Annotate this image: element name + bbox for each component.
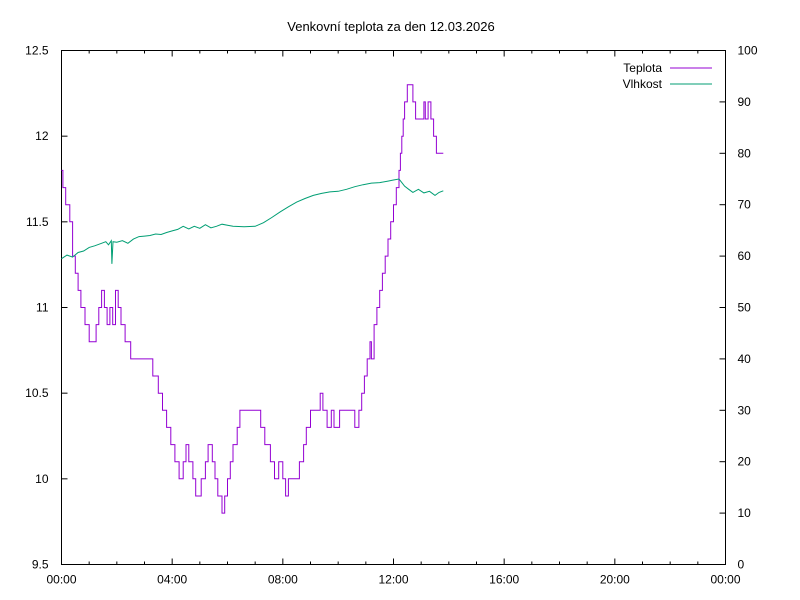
y-tick-label: 11 bbox=[36, 301, 49, 315]
y2-tick-label: 40 bbox=[738, 352, 752, 366]
y2-tick-label: 90 bbox=[738, 95, 752, 109]
y2-tick-label: 20 bbox=[738, 455, 752, 469]
x-tick-label: 04:00 bbox=[157, 573, 187, 587]
y2-tick-label: 30 bbox=[738, 403, 752, 417]
y-tick-label: 10.5 bbox=[25, 386, 49, 400]
x-tick-label: 00:00 bbox=[46, 573, 76, 587]
y2-tick-label: 60 bbox=[738, 249, 752, 263]
series-lines bbox=[61, 84, 444, 514]
y2-tick-label: 50 bbox=[738, 301, 752, 315]
plot-frame bbox=[61, 50, 726, 565]
x-tick-label: 12:00 bbox=[378, 573, 408, 587]
legend-label-teplota: Teplota bbox=[623, 61, 662, 75]
axis-ticks: 9.5 10 10.5 11 11.5 12 12.5 0 10 20 30 40 50 60 70 80 90… bbox=[25, 44, 758, 587]
y2-tick-label: 100 bbox=[738, 44, 758, 58]
x-tick-label: 08:00 bbox=[268, 573, 298, 587]
chart-title: Venkovní teplota za den 12.03.2026 bbox=[287, 19, 494, 34]
y2-tick-label: 0 bbox=[738, 558, 745, 572]
y2-tick-label: 10 bbox=[738, 506, 752, 520]
y2-tick-label: 70 bbox=[738, 198, 752, 212]
x-tick-label: 20:00 bbox=[600, 573, 630, 587]
y2-tick-label: 80 bbox=[738, 146, 752, 160]
series-line-vlhkost bbox=[61, 178, 444, 264]
y-tick-label: 11.5 bbox=[26, 215, 49, 229]
x-tick-label: 16:00 bbox=[489, 573, 519, 587]
y-tick-label: 12 bbox=[35, 129, 49, 143]
series-line-teplota bbox=[61, 84, 444, 514]
legend: Teplota Vlhkost bbox=[623, 61, 712, 91]
y-tick-label: 10 bbox=[35, 472, 49, 486]
x-tick-label: 00:00 bbox=[710, 573, 740, 587]
legend-label-vlhkost: Vlhkost bbox=[623, 77, 663, 91]
y-tick-label: 9.5 bbox=[32, 558, 49, 572]
y-tick-label: 12.5 bbox=[25, 44, 49, 58]
